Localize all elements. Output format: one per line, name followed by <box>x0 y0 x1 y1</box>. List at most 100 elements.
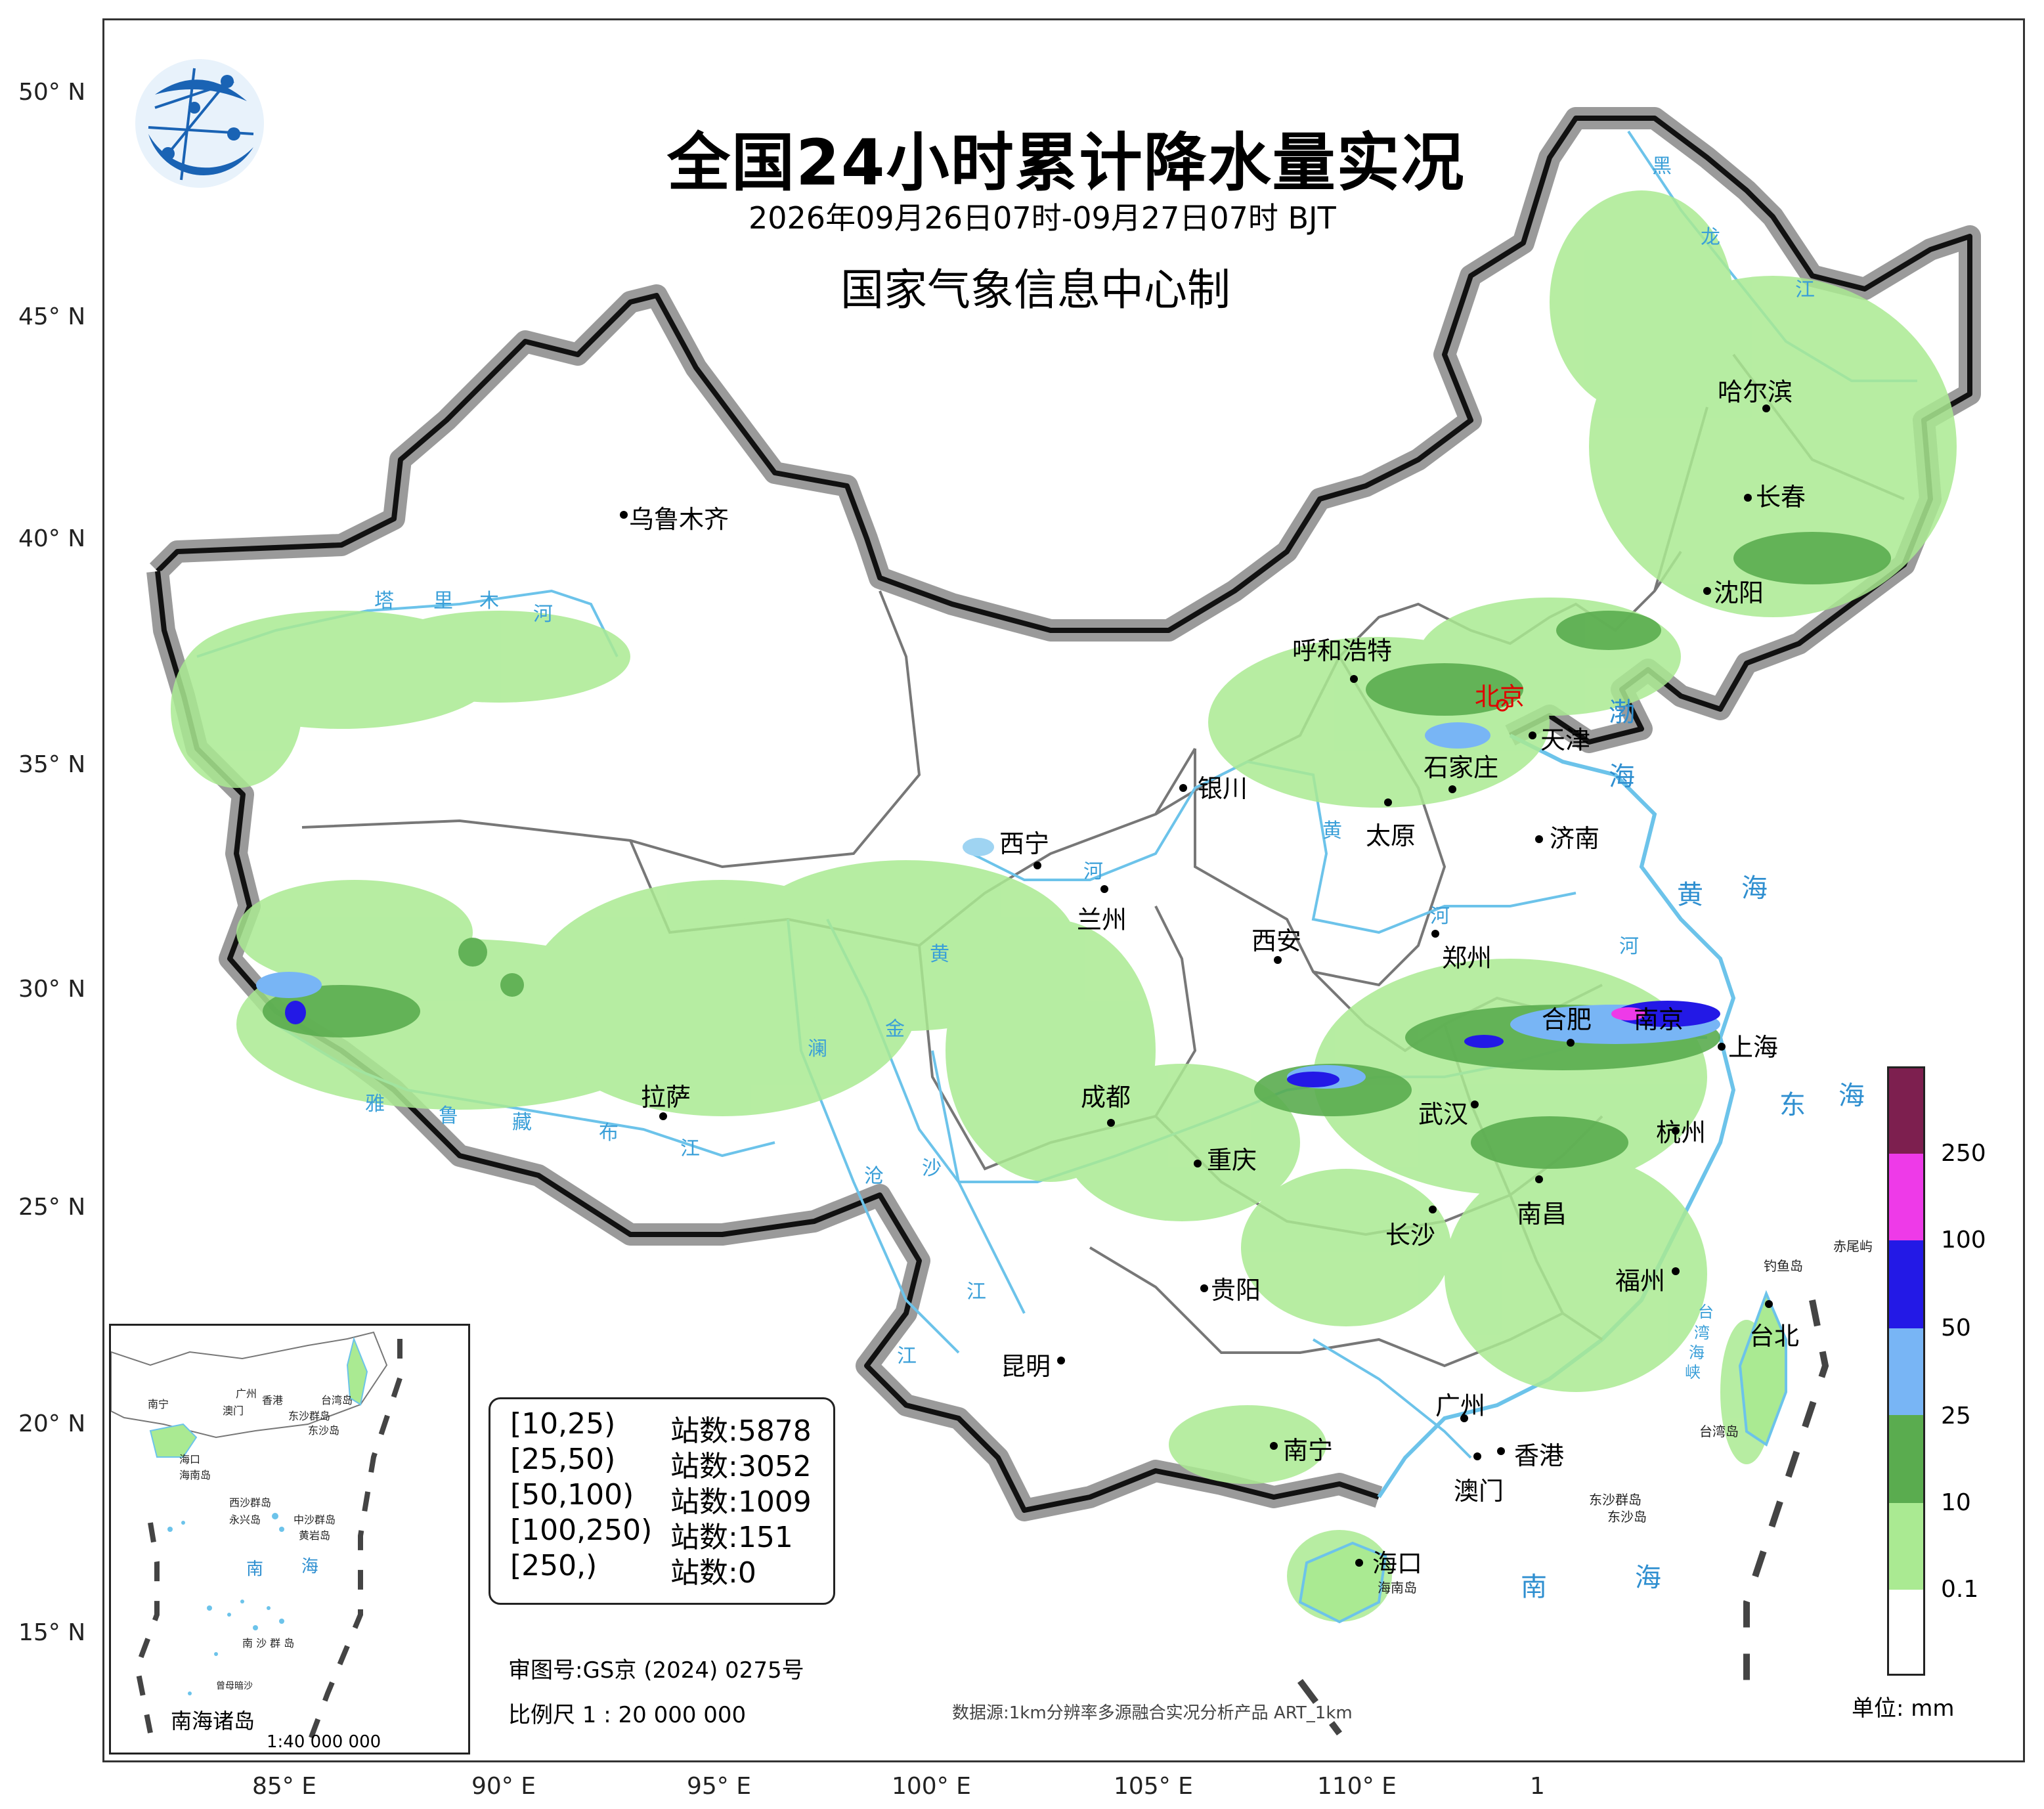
river-label: 龙 <box>1701 226 1720 249</box>
inset-label: 西沙群岛 <box>229 1496 272 1509</box>
lat-label: 30° N <box>18 976 86 1003</box>
city-zhengzhou: 郑州 <box>1442 944 1492 972</box>
inset-map <box>111 1331 402 1747</box>
river-label: 江 <box>967 1280 986 1303</box>
legend-range: [100,250) <box>510 1514 653 1547</box>
city-yinchuan: 银川 <box>1198 774 1248 803</box>
hainan-island <box>1298 1541 1387 1624</box>
river-label: 江 <box>1795 278 1815 301</box>
china-outline-west <box>155 571 1380 1513</box>
river-label: 金 <box>885 1018 905 1041</box>
city-lasa: 拉萨 <box>641 1083 691 1112</box>
lat-label: 25° N <box>18 1194 86 1221</box>
island-label: 钓鱼岛 <box>1764 1258 1803 1274</box>
rain-rainstorm <box>285 1001 1720 1087</box>
inset-label: 东沙岛 <box>308 1424 340 1437</box>
city-xianggang: 香港 <box>1514 1441 1565 1470</box>
inset-label: 海口 <box>179 1453 201 1466</box>
legend-count: 站数:151 <box>670 1521 793 1554</box>
sea-label: 海 <box>1741 873 1769 904</box>
city-huhehaote: 呼和浩特 <box>1292 636 1393 665</box>
strait-label: 海 <box>1689 1343 1705 1362</box>
river-label: 鲁 <box>439 1104 458 1127</box>
river-label: 江 <box>680 1137 700 1160</box>
inset-title: 南海诸岛 <box>171 1709 255 1733</box>
colorbar-unit: 单位: mm <box>1852 1695 1955 1722</box>
map-title: 全国24小时累计降水量实况 <box>667 126 1466 200</box>
south-china-sea-inset: 南宁 广州 香港 澳门 台湾岛 东沙群岛 东沙岛 海口 海南岛 西沙群岛 永兴岛… <box>109 1324 470 1755</box>
city-changsha: 长沙 <box>1385 1221 1436 1250</box>
city-nanjing: 南京 <box>1634 1005 1684 1034</box>
lat-label: 50° N <box>18 79 86 106</box>
lon-label: 95° E <box>687 1773 751 1800</box>
river-label: 里 <box>433 590 453 613</box>
city-nanchang: 南昌 <box>1517 1200 1567 1229</box>
map-maker: 国家气象信息中心制 <box>840 265 1230 315</box>
lon-label: 1 <box>1530 1773 1545 1800</box>
city-taibei: 台北 <box>1749 1322 1800 1351</box>
city-guangzhou: 广州 <box>1435 1391 1486 1420</box>
maritime-boundary <box>1743 1299 1829 1681</box>
colorbar-segment <box>1889 1590 1923 1674</box>
city-tianjin: 天津 <box>1540 726 1591 754</box>
city-kunming: 昆明 <box>1001 1352 1051 1381</box>
legend-count: 站数:1009 <box>670 1485 812 1519</box>
city-hangzhou: 杭州 <box>1656 1118 1707 1147</box>
legend-range: [250,) <box>510 1549 598 1582</box>
map-subtitle: 2026年09月26日07时-09月27日07时 BJT <box>749 200 1336 236</box>
river-label: 布 <box>599 1122 619 1144</box>
inset-label: 澳门 <box>223 1405 244 1417</box>
city-haerbin: 哈尔滨 <box>1718 378 1793 406</box>
colorbar-segment <box>1889 1328 1923 1415</box>
colorbar-label: 25 <box>1941 1403 1971 1429</box>
river-label: 澜 <box>808 1037 827 1060</box>
lat-label: 20° N <box>18 1410 86 1437</box>
river-label: 雅 <box>365 1093 385 1116</box>
city-xining: 西宁 <box>999 829 1050 858</box>
river-label: 木 <box>479 590 499 613</box>
legend-count: 站数:0 <box>670 1556 756 1590</box>
city-xian: 西安 <box>1251 926 1302 955</box>
river-label: 黄 <box>930 943 949 966</box>
sea-label: 海 <box>1609 762 1636 792</box>
inset-label: 南 沙 群 岛 <box>242 1637 295 1649</box>
city-shijiazhuang: 石家庄 <box>1424 753 1499 782</box>
city-jinan: 济南 <box>1550 824 1600 853</box>
inset-label: 台湾岛 <box>321 1394 353 1406</box>
island-label: 东沙岛 <box>1607 1509 1647 1525</box>
inset-label: 永兴岛 <box>229 1514 261 1526</box>
city-wuhan: 武汉 <box>1418 1100 1469 1129</box>
island-label: 东沙群岛 <box>1589 1492 1642 1508</box>
city-dots <box>620 404 1773 1567</box>
inset-label: 广州 <box>236 1387 257 1400</box>
city-aomen: 澳门 <box>1454 1477 1504 1506</box>
taiwan-island <box>1738 1290 1787 1447</box>
colorbar-segment <box>1889 1415 1923 1503</box>
colorbar-segment <box>1889 1154 1923 1240</box>
city-changchun: 长春 <box>1756 483 1806 512</box>
river-label: 江 <box>897 1345 917 1368</box>
colorbar-label: 0.1 <box>1941 1576 1979 1603</box>
river-label: 河 <box>1083 860 1103 883</box>
city-chengdu: 成都 <box>1081 1083 1131 1112</box>
colorbar-segment <box>1889 1503 1923 1590</box>
island-label: 赤尾屿 <box>1833 1238 1873 1254</box>
colorbar-segment <box>1889 1068 1923 1154</box>
city-beijing: 北京 <box>1475 682 1525 711</box>
strait-label: 峡 <box>1685 1363 1701 1382</box>
city-shenyang: 沈阳 <box>1714 578 1764 607</box>
city-haikou: 海口 <box>1372 1549 1423 1578</box>
city-wulumuqi: 乌鲁木齐 <box>629 505 729 534</box>
river-label: 沧 <box>864 1165 884 1188</box>
city-taiyuan: 太原 <box>1366 821 1416 850</box>
colorbar-segment <box>1889 1240 1923 1328</box>
river-label: 河 <box>533 603 553 626</box>
island-label: 海南岛 <box>1378 1580 1417 1596</box>
city-lanzhou: 兰州 <box>1077 905 1127 934</box>
rain-extreme <box>1611 1007 1645 1020</box>
beijing-marker <box>1496 699 1509 712</box>
inset-label: 海南岛 <box>179 1469 211 1481</box>
lat-label: 40° N <box>18 525 86 552</box>
sea-label: 黄 <box>1677 880 1705 910</box>
